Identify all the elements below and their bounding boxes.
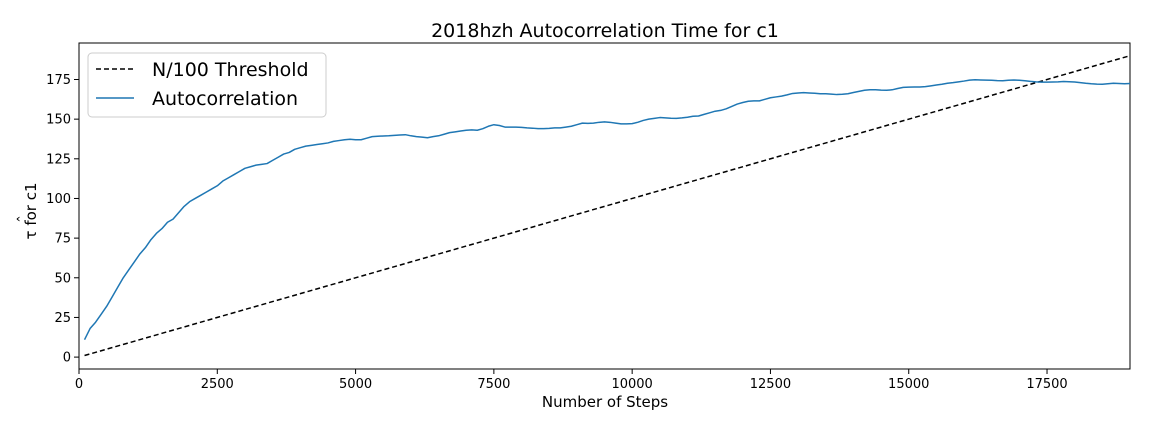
y-tick-label: 25	[54, 311, 71, 326]
y-tick-label: 175	[46, 73, 71, 88]
x-tick-label: 10000	[611, 377, 652, 392]
legend-entry: N/100 Threshold	[152, 59, 309, 81]
y-tick-label: 150	[46, 113, 71, 128]
x-tick-label: 0	[75, 377, 83, 392]
x-axis-label: Number of Steps	[542, 393, 668, 411]
y-axis-label-text: for c1	[22, 183, 40, 231]
x-tick-label: 12500	[750, 377, 791, 392]
x-tick-label: 5000	[339, 377, 372, 392]
y-tick-label: 125	[46, 152, 71, 167]
plot-area	[78, 42, 1131, 370]
legend-entry: Autocorrelation	[152, 88, 298, 110]
x-tick-label: 7500	[477, 377, 510, 392]
y-tick-label: 75	[54, 232, 71, 247]
y-tick-label: 50	[54, 271, 71, 286]
y-tick-label: 100	[46, 192, 71, 207]
y-axis-label: τ for c1 ˆ	[15, 183, 40, 240]
x-tick-label: 2500	[201, 377, 234, 392]
svg-text:τ for c1: τ for c1	[22, 183, 40, 240]
y-tick-label: 0	[63, 351, 71, 366]
x-tick-label: 15000	[888, 377, 929, 392]
plot-frame	[78, 42, 1131, 370]
y-axis-label-symbol: τ	[22, 230, 40, 239]
x-axis-ticks: 0 2500 5000 7500 10000 12500 15000 17500	[75, 369, 1068, 392]
chart-title: 2018hzh Autocorrelation Time for c1	[431, 20, 779, 42]
legend-box	[87, 52, 327, 118]
series-line-threshold	[84, 54, 1131, 357]
y-axis-ticks: 0 25 50 75 100 125 150 175	[46, 73, 79, 366]
legend: N/100 Threshold Autocorrelation	[87, 52, 327, 118]
y-axis-label-hat: ˆ	[15, 215, 33, 223]
series-layer	[83, 54, 1131, 357]
x-tick-label: 17500	[1026, 377, 1067, 392]
series-line-autocorrelation	[83, 79, 1131, 340]
